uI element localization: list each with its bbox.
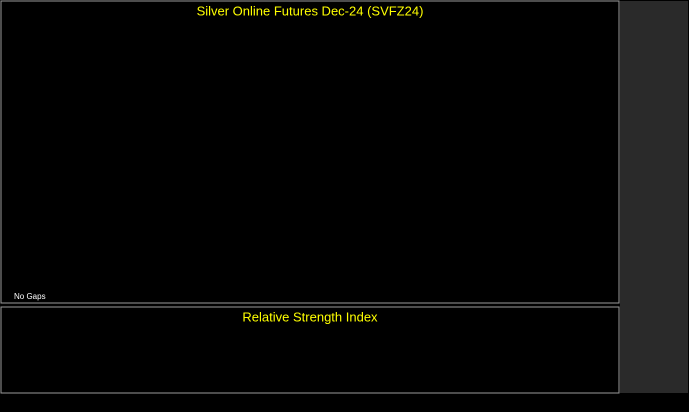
axis-band — [620, 1, 688, 393]
note: No Gaps — [14, 292, 46, 301]
rsi-panel — [0, 306, 620, 394]
chart-title: Silver Online Futures Dec-24 (SVFZ24) — [197, 3, 424, 18]
main-panel — [0, 0, 620, 304]
rsi-title: Relative Strength Index — [242, 309, 378, 324]
